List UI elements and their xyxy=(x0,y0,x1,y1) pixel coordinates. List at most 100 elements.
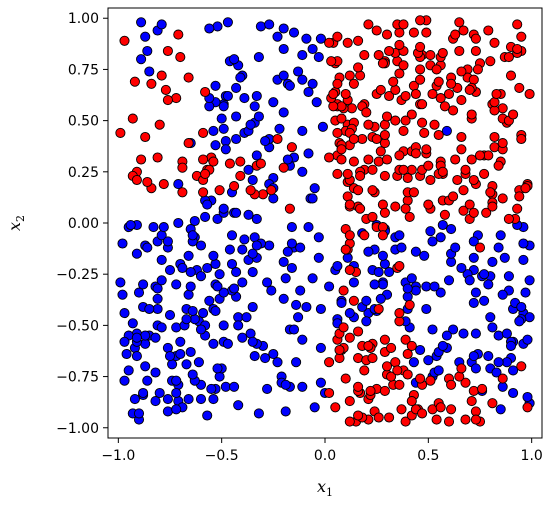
data-point xyxy=(394,230,405,241)
data-point xyxy=(121,348,132,360)
data-point xyxy=(344,265,355,276)
data-point xyxy=(503,52,514,63)
data-point xyxy=(162,45,173,57)
data-point xyxy=(353,185,364,196)
data-point xyxy=(307,193,318,204)
data-point xyxy=(164,351,176,362)
data-point xyxy=(479,295,490,306)
data-point xyxy=(200,86,211,98)
data-point xyxy=(460,377,471,388)
data-point xyxy=(251,240,262,251)
data-point xyxy=(154,387,165,399)
data-point xyxy=(518,238,529,249)
data-point xyxy=(229,381,240,392)
data-point xyxy=(474,150,486,161)
data-point xyxy=(433,365,444,376)
data-point xyxy=(394,150,405,161)
data-point xyxy=(303,86,314,98)
data-point xyxy=(200,211,211,222)
data-point xyxy=(464,275,475,286)
data-point xyxy=(301,33,312,44)
data-point xyxy=(140,31,151,42)
data-point xyxy=(460,164,471,175)
x-tick-label: 0.0 xyxy=(314,448,336,464)
data-point xyxy=(198,154,209,165)
data-point xyxy=(415,74,426,85)
data-point xyxy=(212,213,223,224)
y-tick-label: 0.00 xyxy=(68,216,99,232)
data-point xyxy=(470,287,481,298)
data-point xyxy=(152,303,163,315)
data-point xyxy=(394,308,405,319)
data-point xyxy=(224,244,235,255)
data-point xyxy=(344,230,355,241)
data-point xyxy=(138,279,149,290)
data-point xyxy=(400,115,411,126)
data-point xyxy=(152,283,163,294)
data-point xyxy=(348,156,359,167)
data-point xyxy=(433,129,444,141)
data-point xyxy=(257,189,269,200)
data-point xyxy=(381,29,393,40)
data-point xyxy=(233,320,244,331)
data-point xyxy=(198,308,209,319)
data-point xyxy=(185,346,196,358)
data-point xyxy=(162,406,173,417)
data-point xyxy=(456,95,467,106)
data-point xyxy=(363,154,374,165)
data-point xyxy=(377,58,388,69)
data-point xyxy=(390,357,401,368)
data-point xyxy=(210,258,221,270)
data-point xyxy=(497,138,508,149)
data-point xyxy=(278,293,289,304)
data-point xyxy=(491,88,502,100)
data-point xyxy=(162,95,173,106)
data-point xyxy=(136,17,147,28)
data-point xyxy=(495,404,506,415)
data-point xyxy=(361,107,372,118)
data-point xyxy=(195,240,207,251)
data-point xyxy=(272,357,283,368)
data-point xyxy=(456,363,467,374)
data-point xyxy=(353,381,364,392)
data-point xyxy=(384,412,395,423)
data-point xyxy=(162,342,173,353)
data-point xyxy=(505,70,517,81)
data-point xyxy=(421,303,432,315)
data-point xyxy=(245,119,256,130)
data-point xyxy=(142,176,153,188)
data-point xyxy=(332,260,343,272)
data-point xyxy=(398,19,409,30)
data-point xyxy=(448,324,459,335)
data-point xyxy=(206,383,217,394)
data-point xyxy=(208,125,219,136)
x-tick-label: −0.5 xyxy=(205,448,239,464)
data-point xyxy=(348,277,359,288)
data-point xyxy=(336,144,347,155)
data-point xyxy=(295,242,306,253)
data-point xyxy=(514,82,525,93)
y-tick-label: 1.00 xyxy=(68,11,99,27)
data-point xyxy=(406,396,417,407)
data-point xyxy=(497,373,508,384)
data-point xyxy=(458,185,469,196)
data-point xyxy=(458,205,469,216)
data-point xyxy=(140,330,151,341)
data-point xyxy=(195,271,207,282)
data-point xyxy=(435,402,446,413)
data-point xyxy=(200,168,211,179)
data-point xyxy=(423,160,434,171)
data-point xyxy=(400,203,411,214)
data-point xyxy=(229,181,240,192)
data-point xyxy=(514,316,525,327)
data-point xyxy=(210,305,221,317)
data-point xyxy=(516,31,527,42)
data-point xyxy=(247,267,258,278)
data-point xyxy=(133,287,145,298)
data-point xyxy=(446,224,457,235)
data-point xyxy=(375,84,386,95)
data-point xyxy=(198,187,209,198)
data-point xyxy=(342,168,353,179)
data-point xyxy=(357,133,368,145)
